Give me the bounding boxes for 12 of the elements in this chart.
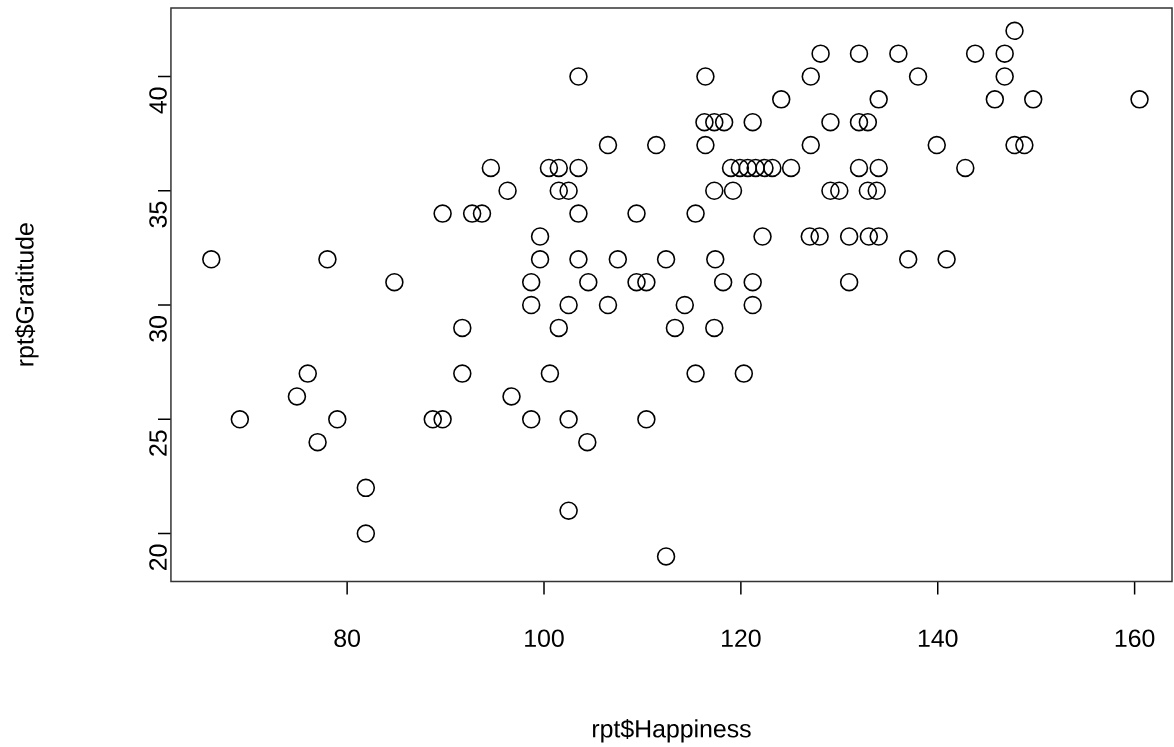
x-tick-label: 160 xyxy=(1115,629,1155,648)
y-tick-label: 25 xyxy=(149,430,167,456)
x-axis-title: rpt$Happiness xyxy=(593,719,751,743)
x-tick-label: 140 xyxy=(918,629,958,648)
x-tick-label: 80 xyxy=(334,629,360,648)
y-tick-label: 35 xyxy=(149,202,167,228)
y-tick-label: 20 xyxy=(149,544,167,571)
y-axis-title: rpt$Gratitude xyxy=(15,223,39,366)
y-tick-label: 30 xyxy=(149,316,167,342)
x-tick-label: 100 xyxy=(525,629,564,648)
y-tick-label: 40 xyxy=(149,87,167,114)
x-tick-label: 120 xyxy=(722,629,761,648)
